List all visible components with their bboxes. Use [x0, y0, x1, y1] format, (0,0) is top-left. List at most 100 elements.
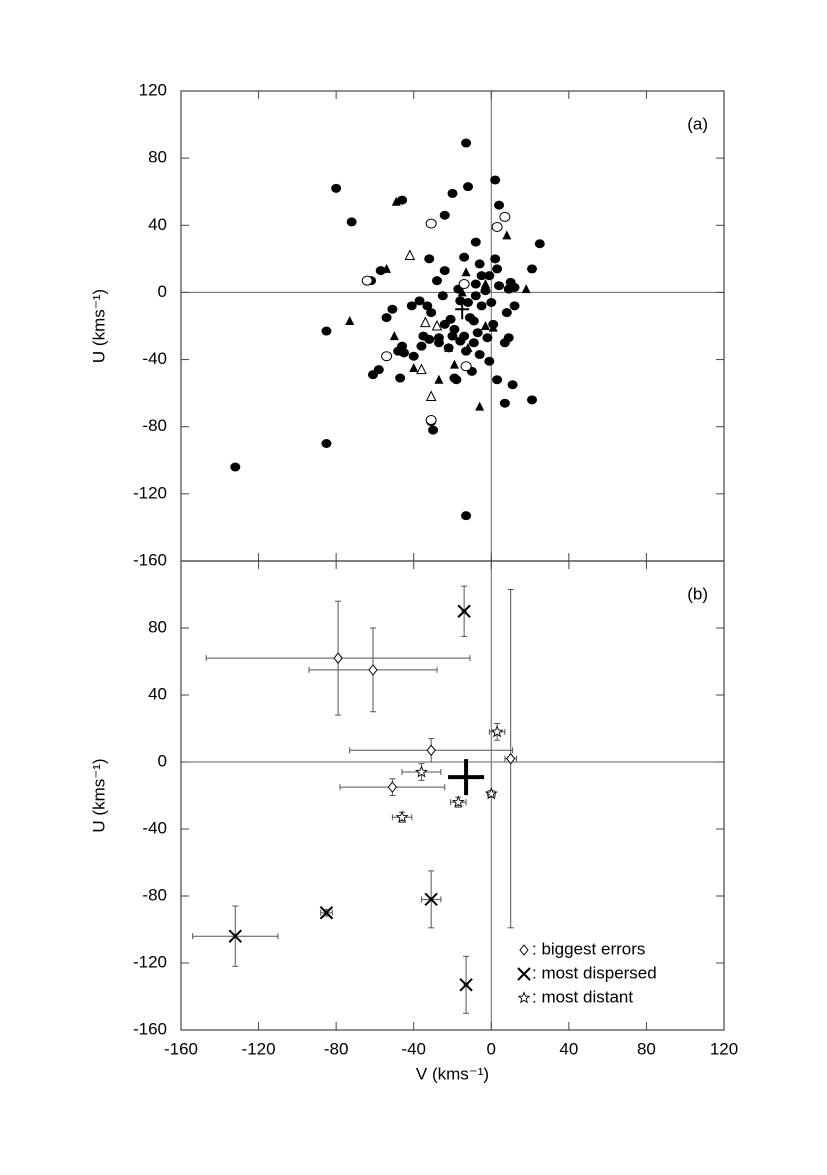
x-stroke — [424, 892, 438, 907]
triangle — [444, 342, 454, 352]
dot — [474, 350, 485, 360]
x-stroke — [228, 929, 243, 943]
marker-star — [490, 725, 504, 738]
marker-filled-circle — [426, 308, 437, 318]
y-tick-label: 0 — [158, 751, 167, 770]
marker-filled-circle — [431, 276, 442, 286]
dot — [527, 395, 538, 405]
x-tick-label: 120 — [710, 1039, 738, 1058]
y-tick-label: 80 — [148, 148, 167, 167]
dot — [463, 298, 474, 307]
marker-filled-triangle — [480, 321, 490, 330]
x-tick-label: 80 — [637, 1039, 656, 1058]
x-stroke — [459, 978, 473, 992]
dot — [425, 415, 437, 425]
marker-filled-circle — [509, 282, 520, 292]
marker-filled-circle — [437, 291, 448, 301]
dot — [484, 271, 495, 281]
marker-filled-circle — [331, 183, 342, 193]
marker-filled-circle — [414, 296, 425, 306]
legend-label: : biggest errors — [532, 939, 645, 958]
star — [414, 765, 428, 778]
marker-filled-triangle — [382, 263, 392, 273]
dot — [472, 328, 483, 338]
triangle — [461, 267, 471, 277]
marker-plus — [455, 299, 470, 320]
marker-filled-circle — [470, 291, 481, 301]
dot — [367, 370, 378, 380]
dot — [425, 218, 437, 229]
marker-filled-circle — [445, 314, 456, 324]
marker-filled-circle — [230, 462, 241, 472]
marker-filled-circle — [468, 338, 479, 348]
marker-filled-triangle — [389, 331, 399, 341]
plus-stroke — [448, 759, 485, 796]
x-tick-label: 40 — [559, 1039, 578, 1058]
marker-open-circle — [425, 415, 437, 425]
marker-filled-circle — [367, 370, 378, 380]
dot — [482, 333, 493, 343]
star — [451, 795, 465, 808]
dot — [490, 254, 501, 264]
marker-filled-circle — [447, 188, 458, 198]
y-tick-label: 80 — [148, 617, 167, 636]
marker-open-circle — [460, 361, 472, 372]
y-tick-label: -40 — [142, 818, 167, 837]
dot — [499, 398, 510, 408]
marker-diamond — [387, 781, 398, 793]
y-axis-label: U (kms⁻¹) — [89, 758, 108, 832]
triangle — [431, 319, 443, 331]
marker-filled-circle — [527, 264, 538, 274]
marker-filled-circle — [321, 326, 332, 336]
dot — [321, 326, 332, 336]
marker-filled-circle — [476, 271, 487, 281]
marker-filled-circle — [463, 298, 474, 307]
x-tick-label: -160 — [164, 1039, 198, 1058]
marker-filled-circle — [492, 375, 503, 385]
marker-x — [459, 978, 473, 992]
legend-label: : most dispersed — [532, 963, 657, 982]
marker-filled-circle — [406, 301, 417, 311]
y-tick-label: -80 — [142, 885, 167, 904]
triangle — [409, 362, 419, 372]
dot — [492, 375, 503, 385]
triangle — [420, 316, 431, 328]
marker-filled-circle — [503, 333, 514, 343]
dot — [484, 356, 495, 366]
marker-filled-circle — [424, 254, 435, 264]
dot — [460, 361, 472, 372]
marker-filled-circle — [455, 296, 466, 306]
triangle — [480, 321, 490, 330]
dot — [414, 296, 425, 306]
marker-x — [424, 892, 438, 907]
dot — [501, 308, 512, 318]
marker-filled-circle — [472, 328, 483, 338]
dot — [476, 271, 487, 281]
marker-filled-circle — [416, 341, 427, 351]
marker-filled-circle — [439, 266, 450, 276]
marker-filled-circle — [418, 331, 429, 341]
marker-filled-circle — [461, 138, 472, 148]
triangle — [521, 284, 531, 294]
marker-filled-circle — [474, 259, 485, 269]
marker-x — [517, 967, 531, 981]
marker-filled-circle — [461, 511, 472, 521]
dot — [494, 200, 505, 210]
dot — [447, 331, 458, 341]
dot — [480, 286, 491, 296]
dot — [331, 183, 342, 193]
dot — [507, 380, 518, 390]
legend-label: : most distant — [532, 987, 633, 1006]
marker-filled-circle — [470, 237, 481, 247]
marker-open-circle — [361, 275, 373, 286]
triangle — [488, 322, 498, 332]
triangle — [480, 279, 490, 289]
marker-x — [457, 604, 471, 618]
marker-filled-circle — [397, 195, 408, 205]
triangle — [404, 249, 416, 260]
dot — [416, 341, 427, 351]
marker-filled-circle — [507, 380, 518, 390]
marker-diamond — [333, 652, 343, 664]
